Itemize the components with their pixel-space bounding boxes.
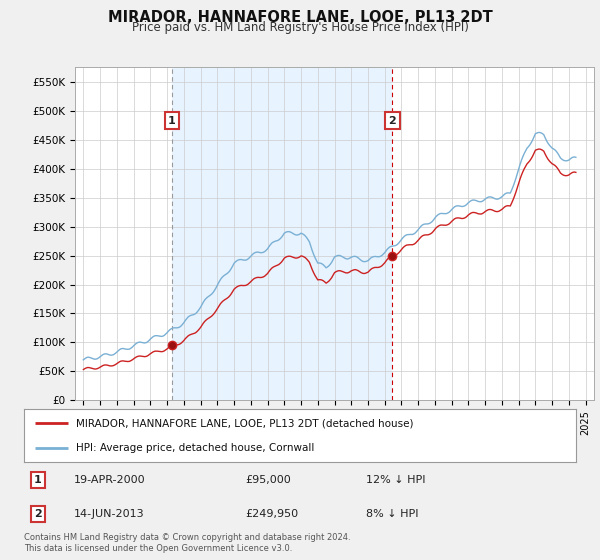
Text: Price paid vs. HM Land Registry's House Price Index (HPI): Price paid vs. HM Land Registry's House … bbox=[131, 21, 469, 34]
Text: 12% ↓ HPI: 12% ↓ HPI bbox=[366, 475, 426, 484]
Text: 1: 1 bbox=[34, 475, 41, 484]
Text: HPI: Average price, detached house, Cornwall: HPI: Average price, detached house, Corn… bbox=[76, 442, 315, 452]
Text: 14-JUN-2013: 14-JUN-2013 bbox=[74, 510, 145, 519]
Text: MIRADOR, HANNAFORE LANE, LOOE, PL13 2DT: MIRADOR, HANNAFORE LANE, LOOE, PL13 2DT bbox=[107, 10, 493, 25]
Text: 2: 2 bbox=[34, 510, 41, 519]
Text: Contains HM Land Registry data © Crown copyright and database right 2024.
This d: Contains HM Land Registry data © Crown c… bbox=[24, 533, 350, 553]
Text: 2: 2 bbox=[388, 115, 396, 125]
Text: 19-APR-2000: 19-APR-2000 bbox=[74, 475, 145, 484]
Text: £249,950: £249,950 bbox=[245, 510, 298, 519]
Text: MIRADOR, HANNAFORE LANE, LOOE, PL13 2DT (detached house): MIRADOR, HANNAFORE LANE, LOOE, PL13 2DT … bbox=[76, 418, 414, 428]
Bar bbox=[172, 67, 392, 400]
Text: 1: 1 bbox=[168, 115, 176, 125]
Text: 8% ↓ HPI: 8% ↓ HPI bbox=[366, 510, 419, 519]
Text: £95,000: £95,000 bbox=[245, 475, 290, 484]
